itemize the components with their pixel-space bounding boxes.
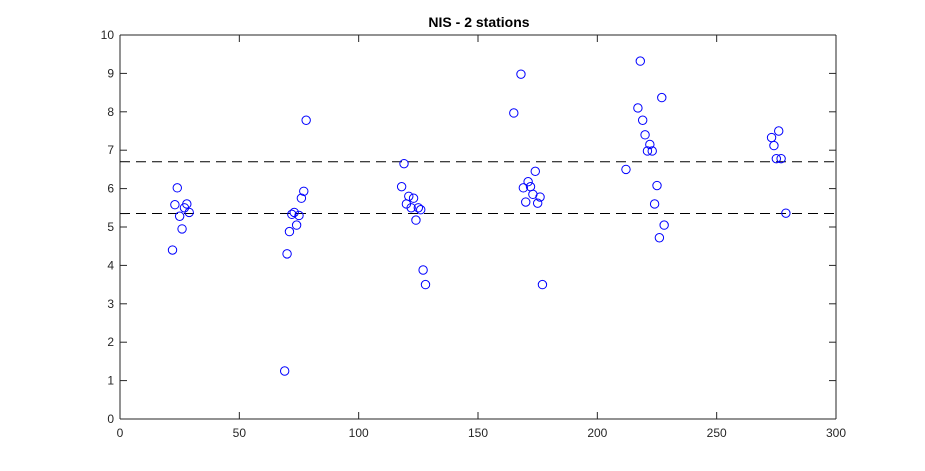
data-point: [640, 130, 650, 140]
data-point: [516, 69, 526, 79]
y-tick-label: 1: [107, 374, 114, 388]
y-tick-label: 9: [107, 66, 114, 80]
x-tick-label: 250: [707, 426, 727, 440]
data-point: [776, 153, 786, 164]
data-point: [523, 176, 533, 187]
data-point: [411, 215, 421, 225]
data-point: [396, 181, 407, 192]
data-point: [413, 203, 424, 213]
data-point: [518, 183, 529, 193]
data-point: [652, 180, 662, 191]
data-point: [299, 186, 309, 196]
data-point: [177, 224, 187, 234]
y-tick-label: 3: [107, 297, 114, 311]
y-tick-label: 7: [107, 143, 114, 157]
data-point: [418, 265, 428, 275]
data-point: [399, 158, 409, 169]
data-point: [530, 166, 540, 177]
data-point: [635, 56, 645, 66]
x-tick-label: 150: [468, 426, 488, 440]
x-tick-label: 0: [117, 426, 124, 440]
data-point: [420, 279, 431, 290]
data-point: [781, 208, 791, 218]
x-tick-label: 300: [826, 426, 846, 440]
data-point: [521, 197, 531, 207]
y-tick-label: 4: [107, 258, 114, 272]
data-point: [170, 200, 180, 210]
data-point: [642, 146, 653, 156]
chart-title: NIS - 2 stations: [428, 14, 529, 30]
data-point: [284, 226, 295, 237]
data-point: [172, 183, 182, 193]
data-point: [408, 193, 419, 203]
reference-lines: [120, 161, 836, 215]
data-point: [771, 153, 782, 164]
data-point: [774, 126, 784, 136]
data-point: [621, 164, 631, 175]
data-point: [532, 198, 543, 208]
data-point: [182, 199, 192, 209]
data-point: [659, 220, 669, 230]
data-point: [294, 210, 304, 221]
data-point: [645, 139, 655, 150]
data-point: [279, 366, 290, 376]
y-tick-label: 0: [107, 412, 114, 426]
x-tick-label: 50: [233, 426, 247, 440]
data-point: [287, 209, 297, 220]
data-point: [301, 115, 311, 125]
y-tick-label: 8: [107, 105, 114, 119]
data-point: [289, 207, 299, 218]
data-point: [535, 192, 545, 202]
y-tick-label: 2: [107, 335, 114, 349]
data-point: [766, 132, 777, 143]
data-point: [637, 115, 648, 125]
x-tick-label: 100: [349, 426, 369, 440]
data-point: [509, 108, 519, 118]
data-point: [296, 193, 307, 203]
data-point: [174, 211, 185, 221]
data-point: [184, 207, 194, 218]
x-tick-label: 200: [587, 426, 607, 440]
data-point: [647, 146, 657, 156]
data-point: [404, 191, 414, 201]
y-tick-label: 6: [107, 182, 114, 196]
data-point: [282, 249, 292, 259]
y-tick-label: 10: [101, 28, 115, 42]
axes: 0 50 100 150 200 250 300 0 1 2 3 4 5 6 7 8 9 10: [101, 28, 847, 440]
data-point: [406, 203, 416, 213]
data-point: [291, 220, 302, 230]
data-point: [416, 205, 426, 215]
data-point: [649, 199, 660, 209]
data-point: [654, 233, 665, 243]
data-point: [633, 103, 643, 113]
data-points: [167, 56, 791, 376]
y-tick-label: 5: [107, 220, 114, 234]
data-point: [167, 245, 178, 255]
data-point: [769, 140, 779, 151]
data-point: [657, 92, 667, 103]
data-point: [537, 279, 548, 290]
